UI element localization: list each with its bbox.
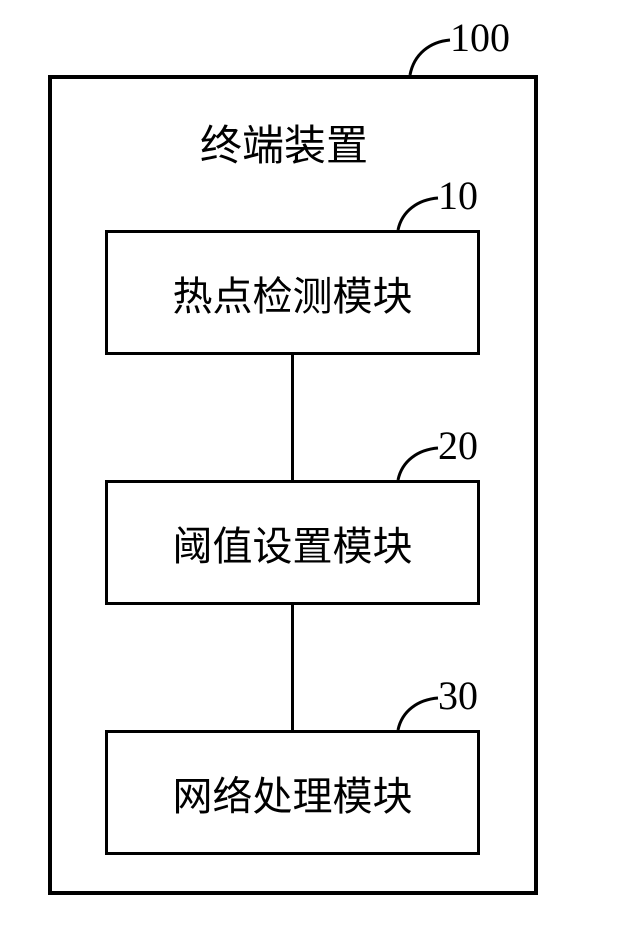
module-label-30: 网络处理模块 [173, 764, 413, 822]
module-box-20: 阈值设置模块 [105, 480, 480, 605]
module-label-10: 热点检测模块 [173, 264, 413, 322]
callout-label-30: 30 [438, 672, 478, 719]
callout-label-10: 10 [438, 172, 478, 219]
module-box-10: 热点检测模块 [105, 230, 480, 355]
connector-line-10-20 [291, 355, 294, 480]
module-box-30: 网络处理模块 [105, 730, 480, 855]
connector-line-20-30 [291, 605, 294, 730]
callout-label-100: 100 [450, 14, 510, 61]
outer-box-title: 终端装置 [200, 112, 368, 173]
callout-label-20: 20 [438, 422, 478, 469]
module-label-20: 阈值设置模块 [173, 514, 413, 572]
curve-path-100 [410, 40, 450, 75]
